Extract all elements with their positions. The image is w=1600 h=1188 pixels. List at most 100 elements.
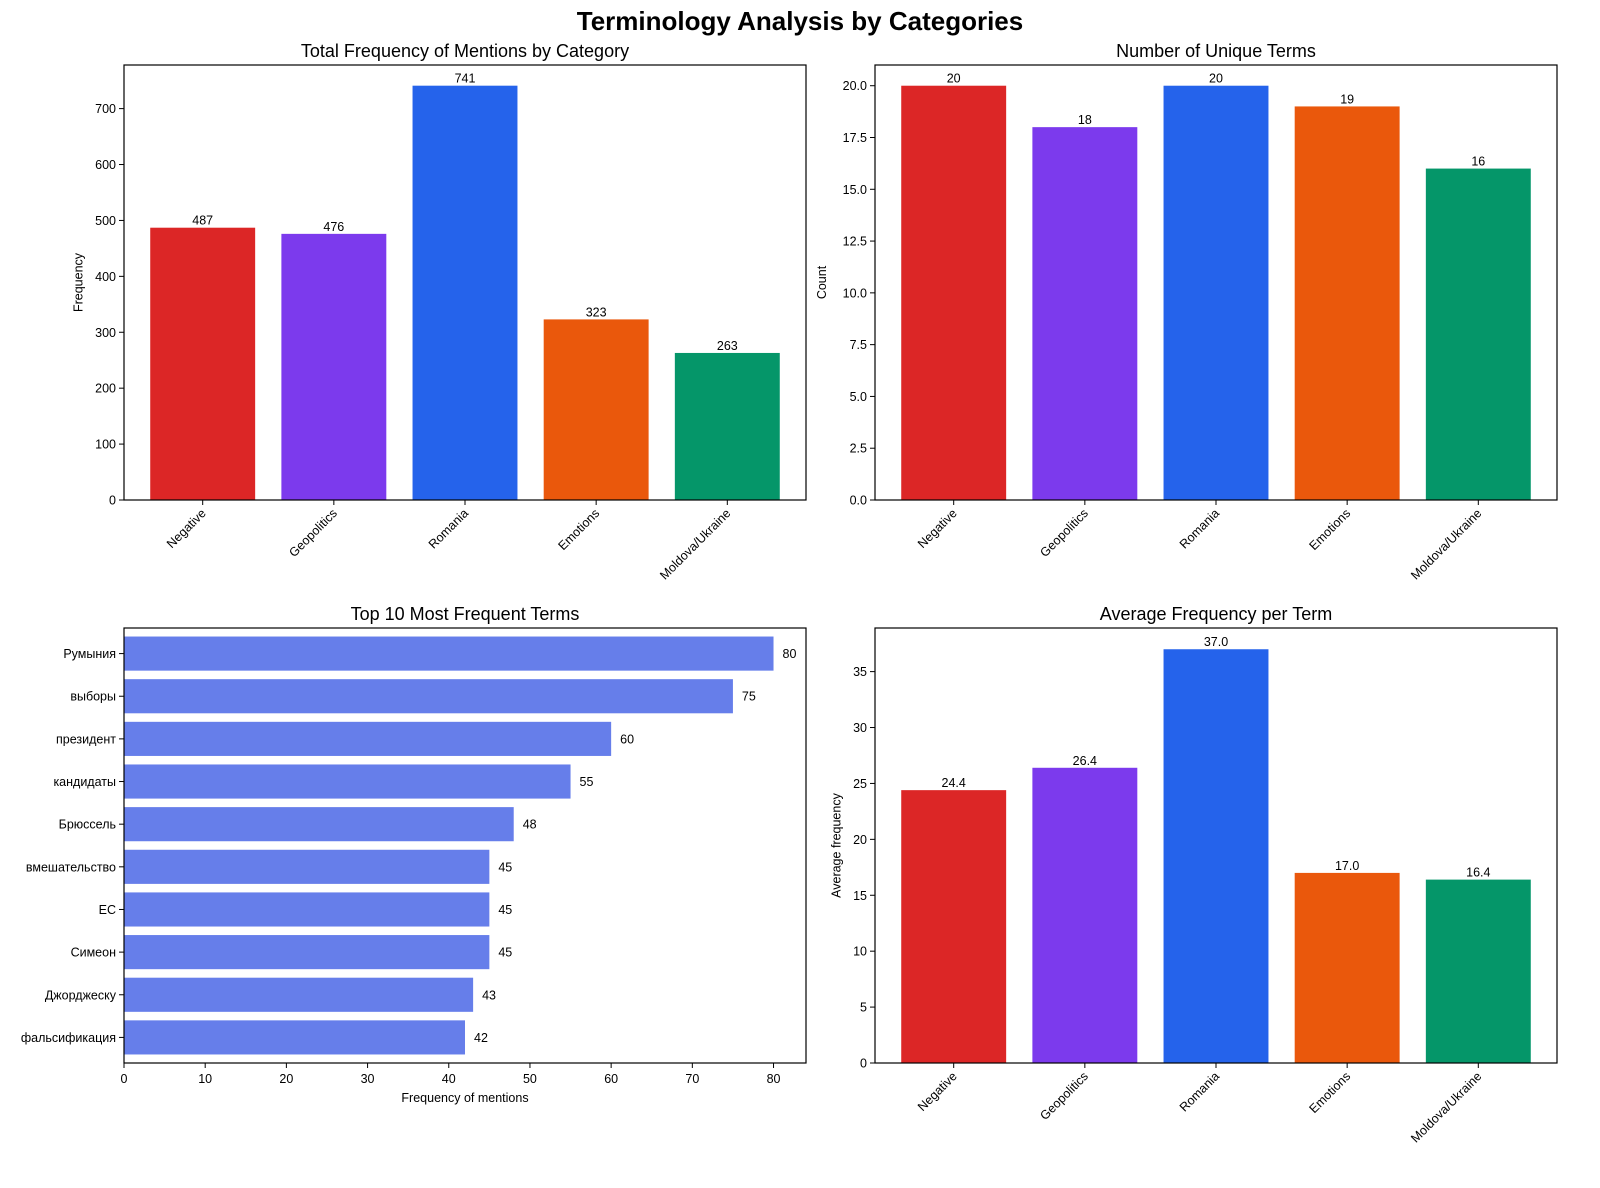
bar [901, 85, 1007, 500]
y-tick-label: ЕС [99, 903, 116, 917]
y-tick-label: 17.5 [843, 131, 867, 145]
y-axis-label: Average frequency [830, 792, 844, 897]
y-tick-label: 10 [853, 945, 867, 959]
x-tick-label: Geopolitics [286, 506, 340, 560]
bar-value-label: 263 [717, 339, 738, 353]
x-tick-label: 20 [279, 1072, 293, 1086]
x-tick-label: 50 [523, 1072, 537, 1086]
bar-value-label: 45 [498, 860, 512, 874]
bar [1294, 106, 1400, 500]
bar [1425, 879, 1531, 1063]
x-tick-label: 70 [685, 1072, 699, 1086]
bar [281, 233, 387, 500]
x-tick-label: Romania [1177, 506, 1222, 551]
x-tick-label: 40 [442, 1072, 456, 1086]
chart-title: Number of Unique Terms [1116, 41, 1316, 61]
y-tick-label: президент [56, 732, 116, 746]
y-tick-label: 300 [95, 326, 116, 340]
x-tick-label: Emotions [1307, 1069, 1354, 1116]
x-tick-label: 60 [604, 1072, 618, 1086]
bar [901, 790, 1007, 1063]
y-tick-label: 12.5 [843, 235, 867, 249]
x-tick-label: Geopolitics [1037, 1069, 1091, 1123]
bar-value-label: 487 [192, 214, 213, 228]
bar [124, 1020, 465, 1055]
y-tick-label: выборы [70, 690, 116, 704]
bar-value-label: 75 [742, 690, 756, 704]
bar [1294, 872, 1400, 1063]
bar [1032, 127, 1138, 501]
bar [543, 319, 649, 500]
y-tick-label: 100 [95, 438, 116, 452]
bar-value-label: 16 [1471, 155, 1485, 169]
y-tick-label: Джорджеску [45, 988, 117, 1002]
x-tick-label: Emotions [1307, 506, 1354, 553]
bar [1163, 85, 1269, 500]
x-axis-label: Frequency of mentions [401, 1091, 528, 1105]
y-tick-label: 700 [95, 102, 116, 116]
bar [124, 807, 514, 842]
y-tick-label: 5.0 [850, 390, 867, 404]
x-tick-label: Romania [1177, 1069, 1222, 1114]
bar [124, 935, 490, 970]
x-tick-label: Moldova/Ukraine [657, 506, 733, 582]
bar-value-label: 20 [947, 72, 961, 86]
bar-value-label: 43 [482, 988, 496, 1002]
y-tick-label: 20.0 [843, 79, 867, 93]
y-tick-label: Брюссель [59, 818, 116, 832]
y-tick-label: Румыния [63, 647, 116, 661]
bar-value-label: 476 [323, 220, 344, 234]
x-tick-label: Moldova/Ukraine [1408, 506, 1484, 582]
y-tick-label: 2.5 [850, 442, 867, 456]
y-tick-label: Симеон [71, 946, 117, 960]
x-tick-label: Moldova/Ukraine [1408, 1069, 1484, 1145]
bar-value-label: 20 [1209, 72, 1223, 86]
figure-suptitle: Terminology Analysis by Categories [577, 6, 1023, 36]
axes-frame [123, 627, 807, 1064]
y-axis-label: Frequency [71, 252, 85, 312]
bar-value-label: 37.0 [1204, 635, 1228, 649]
total-frequency-chart: Total Frequency of Mentions by Category 4… [71, 41, 807, 582]
top-terms-chart: Top 10 Most Frequent Terms 80 Румыния 75 выб… [21, 604, 807, 1105]
y-tick-label: 30 [853, 721, 867, 735]
bar [124, 892, 490, 927]
y-tick-label: 600 [95, 158, 116, 172]
y-tick-label: 500 [95, 214, 116, 228]
y-tick-label: 35 [853, 665, 867, 679]
x-tick-label: 10 [198, 1072, 212, 1086]
x-tick-label: 0 [121, 1072, 128, 1086]
chart-title: Average Frequency per Term [1100, 604, 1332, 624]
axes-frame [123, 64, 807, 501]
bar [1032, 767, 1138, 1063]
bar-value-label: 19 [1340, 92, 1354, 106]
bar-value-label: 26.4 [1073, 754, 1097, 768]
y-tick-label: кандидаты [53, 775, 116, 789]
y-tick-label: 25 [853, 777, 867, 791]
y-tick-label: 5 [860, 1001, 867, 1015]
x-tick-label: Negative [915, 1069, 960, 1114]
x-tick-label: Geopolitics [1037, 506, 1091, 560]
bar-value-label: 48 [523, 818, 537, 832]
unique-terms-chart: Number of Unique Terms 20 Negative 18 Geopol… [815, 41, 1558, 582]
y-tick-label: 20 [853, 833, 867, 847]
x-tick-label: 80 [767, 1072, 781, 1086]
y-tick-label: 10.0 [843, 286, 867, 300]
bar [1163, 649, 1269, 1063]
x-tick-label: Romania [426, 506, 471, 551]
bar [124, 977, 474, 1012]
bar [674, 352, 780, 500]
bar-value-label: 17.0 [1335, 859, 1359, 873]
bar [124, 679, 733, 714]
bar-value-label: 18 [1078, 113, 1092, 127]
y-tick-label: 200 [95, 382, 116, 396]
bar [124, 849, 490, 884]
y-axis-label: Count [815, 265, 829, 299]
bar-value-label: 55 [580, 775, 594, 789]
y-tick-label: 400 [95, 270, 116, 284]
bar-value-label: 80 [783, 647, 797, 661]
bar [1425, 168, 1531, 501]
average-frequency-chart: Average Frequency per Term 24.4 Negative 26… [830, 604, 1558, 1145]
y-tick-label: 15.0 [843, 183, 867, 197]
x-tick-label: 30 [361, 1072, 375, 1086]
chart-title: Top 10 Most Frequent Terms [351, 604, 580, 624]
